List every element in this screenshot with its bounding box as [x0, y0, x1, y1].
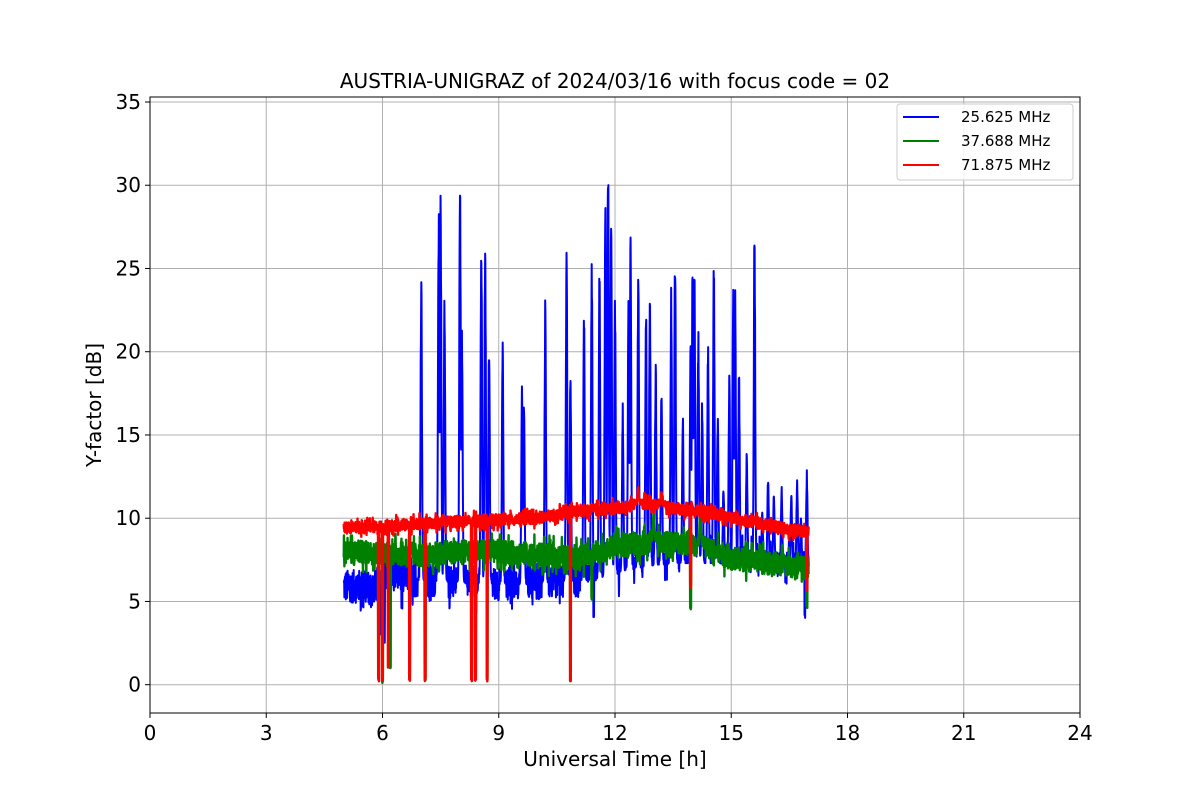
y-tick-label: 15 [116, 423, 141, 447]
legend-label-1: 25.625 MHz [961, 108, 1050, 126]
chart-title: AUSTRIA-UNIGRAZ of 2024/03/16 with focus… [340, 69, 890, 93]
legend-box [896, 103, 1074, 181]
y-tick-label: 5 [128, 589, 141, 613]
legend-label-3: 71.875 MHz [961, 156, 1050, 174]
series-layer [342, 184, 810, 685]
x-tick-label: 24 [1067, 721, 1092, 745]
x-tick-label: 21 [951, 721, 976, 745]
legend-label-2: 37.688 MHz [961, 132, 1050, 150]
series-line-3 [342, 486, 810, 683]
y-tick-label: 30 [116, 173, 141, 197]
legend: 25.625 MHz 37.688 MHz 71.875 MHz [896, 103, 1074, 181]
x-tick-label: 0 [144, 721, 157, 745]
y-axis-label: Y-factor [dB] [82, 343, 106, 468]
x-tick-label: 3 [260, 721, 273, 745]
x-tick-label: 9 [492, 721, 505, 745]
x-tick-label: 15 [719, 721, 744, 745]
y-tick-label: 10 [116, 506, 141, 530]
x-tick-label: 18 [835, 721, 860, 745]
x-tick-label: 6 [376, 721, 389, 745]
x-axis-label: Universal Time [h] [523, 747, 706, 771]
series-line-2 [342, 507, 810, 685]
x-tick-label: 12 [602, 721, 627, 745]
y-tick-label: 0 [128, 673, 141, 697]
y-tick-label: 20 [116, 340, 141, 364]
y-tick-label: 35 [116, 90, 141, 114]
y-tick-label: 25 [116, 256, 141, 280]
axis-ticks: 0 3 6 9 12 15 18 21 24 0 5 10 15 20 25 30 35 [116, 90, 1093, 745]
